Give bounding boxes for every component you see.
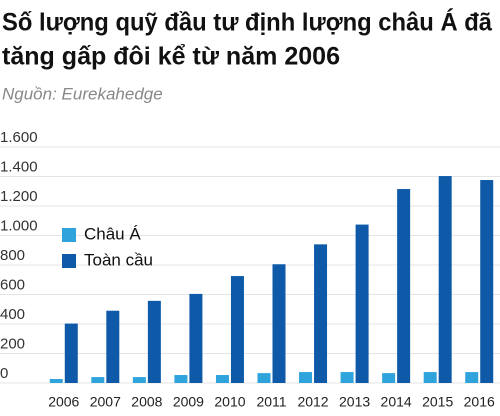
bar [423,372,437,383]
x-tick-label: 2011 [256,394,286,410]
y-tick-label: 600 [0,276,25,293]
bar [355,224,369,383]
y-tick-label: 1.200 [0,188,38,205]
bar [64,323,78,383]
y-tick-label: 1.400 [0,158,38,175]
x-tick-label: 2012 [297,394,328,410]
legend-label: Toàn cầu [84,250,153,269]
x-tick-label: 2016 [464,394,495,410]
bar [132,377,146,383]
bar [189,293,203,383]
y-tick-label: 400 [0,306,25,323]
bar [314,244,328,383]
bar [397,189,411,383]
y-tick-label: 1.600 [0,129,38,146]
x-tick-label: 2009 [173,394,204,410]
bar [174,375,188,383]
legend-swatch [62,228,76,242]
bar [215,375,229,383]
x-tick-label: 2015 [422,394,453,410]
legend-label: Châu Á [84,224,141,243]
bar [340,372,354,383]
chart-title: Số lượng quỹ đầu tư định lượng châu Á đã [2,8,492,37]
bar [257,373,271,383]
x-tick-label: 2014 [381,394,412,410]
legend-swatch [62,254,76,268]
bar [465,372,479,383]
x-tick-label: 2007 [90,394,121,410]
bar [49,379,63,383]
chart-title: tăng gấp đôi kể từ năm 2006 [2,43,340,71]
x-tick-label: 2008 [131,394,162,410]
y-tick-label: 800 [0,247,25,264]
y-tick-label: 1.000 [0,217,38,234]
bar [91,377,105,383]
bar [480,180,494,383]
bar [299,372,313,383]
bar [382,373,396,383]
x-tick-label: 2010 [214,394,245,410]
bar [272,264,286,383]
chart-subtitle: Nguồn: Eurekahedge [2,84,163,103]
x-tick-label: 2013 [339,394,370,410]
bar [147,300,161,383]
bar [438,176,452,383]
y-tick-label: 200 [0,335,25,352]
bar [230,276,244,383]
y-tick-label: 0 [0,365,8,382]
x-tick-label: 2006 [48,394,79,410]
bar [106,310,120,383]
